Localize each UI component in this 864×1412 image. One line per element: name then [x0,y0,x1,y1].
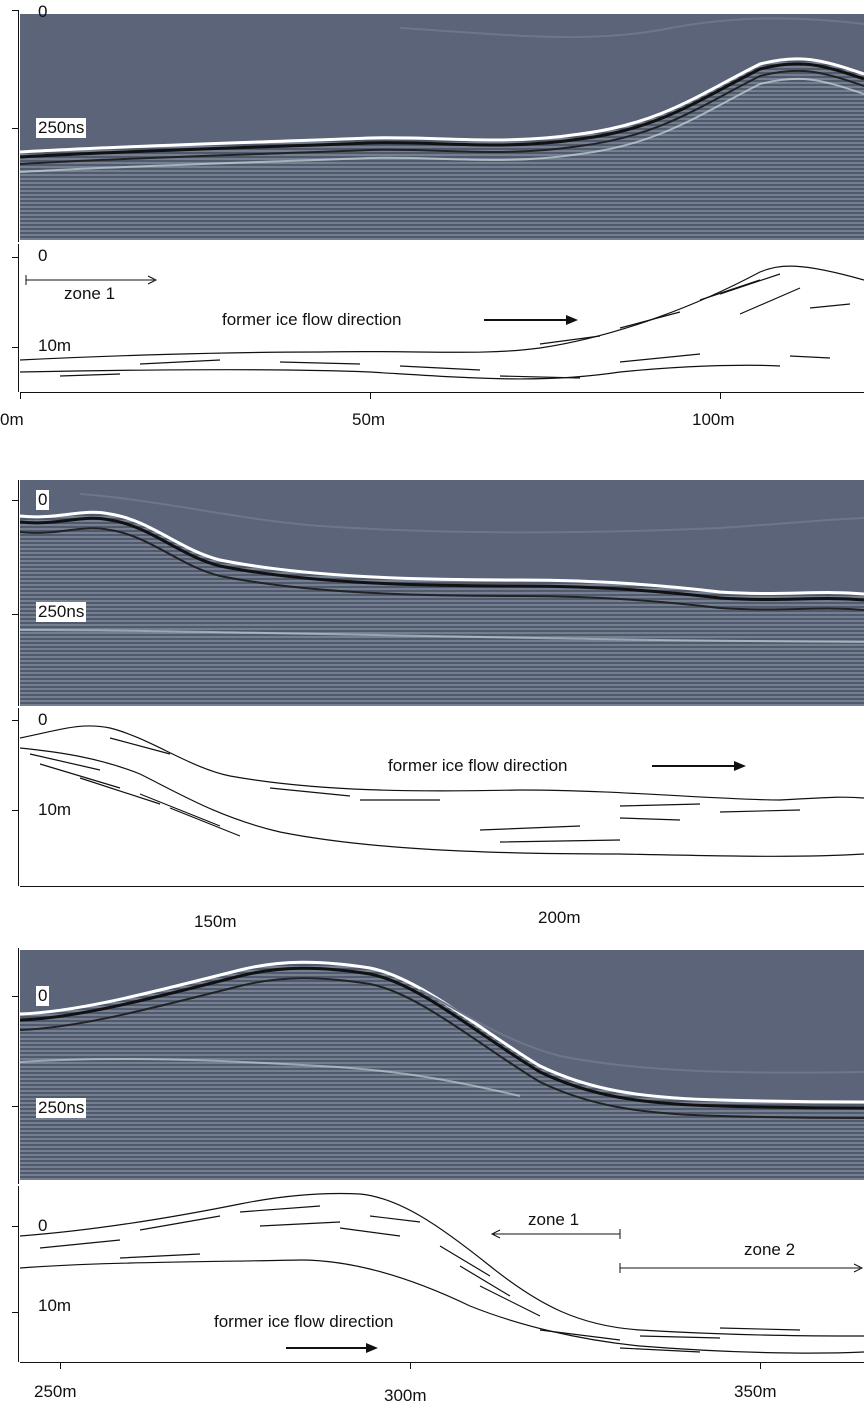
radar-1-tick-250 [12,128,19,129]
interp-3-label-10m: 10m [38,1296,72,1315]
interp-3-label-0: 0 [38,1216,48,1235]
radar-1-tick-0 [12,10,19,11]
x-tick-300m [410,1362,411,1369]
radargram-1 [20,14,864,240]
x-label-300m: 300m [384,1386,427,1405]
zone-1-label-3: zone 1 [528,1210,580,1229]
radar-3-tick-0 [12,996,19,997]
interp-1-tick-10 [12,347,19,348]
x-tick-350m [760,1362,761,1369]
x-label-50m: 50m [352,410,386,429]
interp-3-tick-10 [12,1312,19,1313]
radar-3-y-axis [18,948,19,1184]
x-tick-50m [370,392,371,399]
interp-1-tick-0 [12,257,19,258]
x-tick-100m [720,392,721,399]
x-tick-0m [20,392,21,399]
x-label-0m: 0m [0,410,24,429]
x-label-250m: 250m [34,1382,77,1401]
interpretation-2 [19,708,864,886]
x-axis-3 [20,1362,864,1363]
flow-direction-arrow-2 [652,761,746,771]
flow-direction-label-3: former ice flow direction [214,1312,394,1331]
x-tick-250m [60,1362,61,1369]
zone-1-arrow [25,275,158,285]
panel-3: 0 250ns 0 10m zone 1 zone 2 former ice f… [0,948,864,1412]
zone-1-label: zone 1 [64,284,116,303]
interp-1-y-axis [18,244,19,392]
radar-2-label-0: 0 [36,490,50,510]
x-label-350m: 350m [734,1382,777,1401]
zone-2-label: zone 2 [744,1240,796,1259]
radar-3-label-0: 0 [36,986,50,1006]
interp-1-label-10m: 10m [38,336,72,355]
interp-2-label-10m: 10m [38,800,72,819]
interp-3-tick-0 [12,1226,19,1227]
radar-3-label-250ns: 250ns [36,1098,87,1118]
radar-1-y-axis [18,10,19,242]
radar-2-label-250ns: 250ns [36,602,87,622]
interp-2-tick-0 [12,720,19,721]
flow-direction-arrow [484,315,578,325]
radargram-3 [20,950,864,1180]
interp-2-tick-10 [12,810,19,811]
radar-2-y-axis [18,480,19,706]
radar-2-tick-250 [12,614,19,615]
panel-1: 0 250ns 0 10m zone 1 former ice flow dir… [0,0,864,440]
radar-1-label-0: 0 [38,2,48,21]
interp-2-y-axis [18,708,19,886]
x-axis-2 [20,886,864,887]
radar-2-tick-0 [12,500,19,501]
x-label-200m: 200m [538,908,581,927]
x-axis-1 [20,392,864,393]
interp-3-y-axis [18,1186,19,1362]
zone-2-arrow [619,1263,864,1273]
radar-1-label-250ns: 250ns [36,118,87,138]
flow-direction-label: former ice flow direction [222,310,402,329]
radargram-2 [20,480,864,706]
interp-2-label-0: 0 [38,710,48,729]
flow-direction-arrow-3 [286,1343,378,1353]
zone-1-arrow-3 [490,1229,621,1239]
interpretation-3 [19,1186,864,1362]
flow-direction-label-2: former ice flow direction [388,756,568,775]
panel-2: 0 250ns 0 10m former ice flow direction … [0,476,864,931]
interpretation-1 [19,244,864,392]
radar-3-tick-250 [12,1106,19,1107]
interp-1-label-0: 0 [38,246,48,265]
x-label-100m: 100m [692,410,735,429]
x-label-150m: 150m [194,912,237,931]
